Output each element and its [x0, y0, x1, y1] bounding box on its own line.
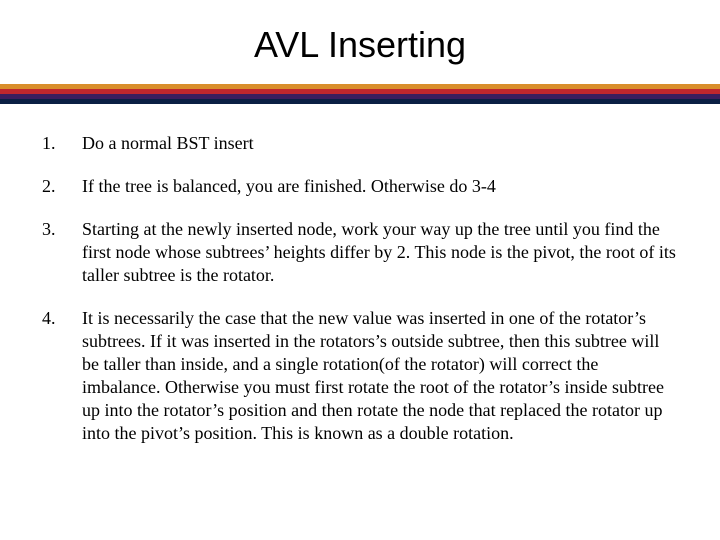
item-number: 4. [42, 307, 82, 330]
ordered-list: 1. Do a normal BST insert 2. If the tree… [0, 104, 720, 445]
list-item: 3. Starting at the newly inserted node, … [42, 218, 678, 287]
slide: AVL Inserting 1. Do a normal BST insert … [0, 0, 720, 540]
item-text: Starting at the newly inserted node, wor… [82, 218, 678, 287]
header-rule [0, 84, 720, 104]
item-text: Do a normal BST insert [82, 132, 678, 155]
list-item: 4. It is necessarily the case that the n… [42, 307, 678, 445]
list-item: 2. If the tree is balanced, you are fini… [42, 175, 678, 198]
item-number: 1. [42, 132, 82, 155]
item-text: It is necessarily the case that the new … [82, 307, 678, 445]
list-item: 1. Do a normal BST insert [42, 132, 678, 155]
item-number: 2. [42, 175, 82, 198]
item-number: 3. [42, 218, 82, 241]
item-text: If the tree is balanced, you are finishe… [82, 175, 678, 198]
page-title: AVL Inserting [0, 0, 720, 84]
